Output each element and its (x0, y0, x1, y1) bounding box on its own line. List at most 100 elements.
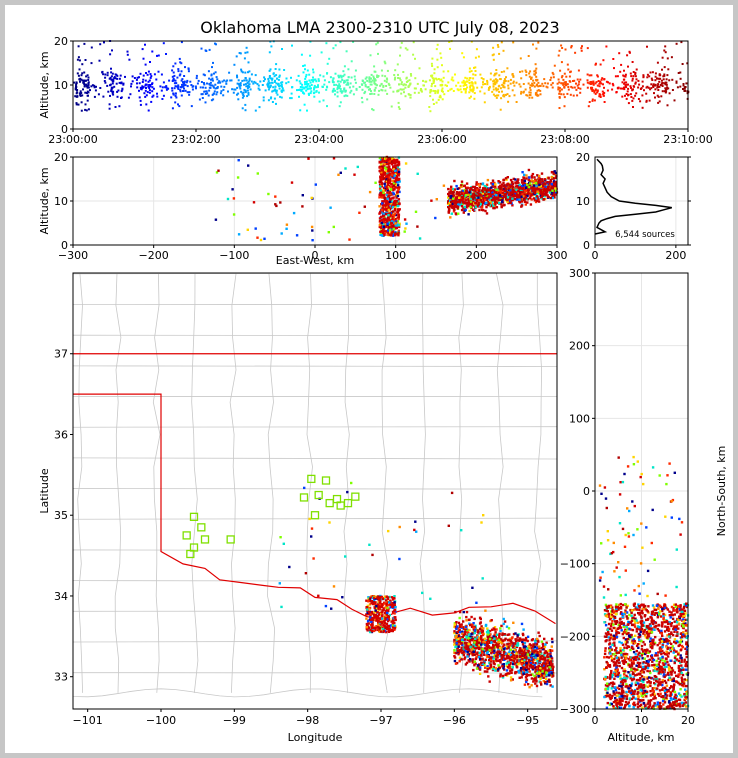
time-altitude-point (564, 48, 567, 51)
plan-view-point (488, 634, 491, 638)
eastwest-point (550, 183, 553, 186)
eastwest-point (391, 214, 395, 218)
time-altitude-point (637, 98, 640, 100)
eastwest-point (471, 200, 475, 204)
time-altitude-point (183, 75, 186, 77)
plan-view-point (508, 672, 511, 675)
time-altitude-point (539, 89, 542, 92)
time-altitude-point (394, 76, 397, 79)
time-altitude-point (313, 88, 315, 91)
eastwest-point (521, 171, 524, 174)
eastwest-point (542, 190, 545, 194)
county-line (73, 580, 557, 582)
time-altitude-point (149, 61, 151, 63)
time-altitude-point (592, 80, 595, 83)
time-altitude-point (222, 88, 225, 91)
time-altitude-point (402, 88, 405, 91)
eastwest-point (380, 193, 383, 197)
county-line (229, 273, 237, 693)
eastwest-point (485, 212, 489, 215)
time-altitude-point (267, 80, 270, 83)
time-altitude-point (269, 86, 272, 88)
time-altitude-point (305, 89, 308, 92)
time-altitude-point (131, 80, 134, 83)
plan-view-point (492, 643, 495, 647)
time-altitude-point (471, 88, 474, 91)
time-altitude-point (160, 73, 163, 76)
time-altitude-point (489, 72, 492, 75)
time-altitude-point (85, 85, 88, 88)
eastwest-point (471, 185, 475, 189)
time-altitude-point (278, 85, 281, 88)
plan-view-point (542, 672, 545, 676)
time-altitude-point (266, 83, 269, 86)
eastwest-point (518, 196, 521, 199)
county-line (73, 488, 557, 490)
time-altitude-point (173, 87, 176, 90)
time-altitude-point (384, 62, 387, 65)
plan-view-point (527, 683, 530, 686)
eastwest-point (449, 216, 452, 219)
eastwest-point (393, 202, 397, 205)
eastwest-point (534, 187, 537, 190)
eastwest-point (470, 193, 473, 196)
time-altitude-point (431, 77, 434, 80)
eastwest-point (380, 172, 383, 176)
eastwest-point (511, 190, 515, 194)
eastwest-point (495, 192, 499, 195)
plan-view-point (330, 607, 333, 610)
eastwest-point (538, 177, 541, 180)
time-altitude-point (482, 81, 484, 84)
time-altitude-point (469, 77, 472, 79)
time-altitude-point (599, 63, 602, 66)
plan-view-point (525, 680, 528, 684)
time-altitude-point (431, 65, 434, 67)
time-altitude-point (455, 84, 458, 87)
eastwest-point (451, 202, 455, 205)
time-altitude-point (430, 74, 433, 77)
eastwest-point (380, 219, 384, 222)
time-altitude-point (346, 82, 349, 85)
eastwest-point (301, 194, 304, 197)
eastwest-point (451, 206, 454, 209)
eastwest-point (536, 197, 539, 200)
time-altitude-point (326, 72, 328, 75)
plan-view-point (382, 616, 386, 619)
time-altitude-point (171, 80, 174, 82)
time-altitude-point (366, 79, 369, 82)
time-altitude-point (436, 58, 439, 61)
time-altitude-point (429, 110, 432, 113)
time-altitude-point (77, 45, 80, 48)
plan-view-point (481, 577, 484, 580)
time-altitude-point (338, 75, 341, 78)
time-altitude-point (194, 85, 197, 88)
plan-view-point (375, 614, 378, 618)
time-altitude-point (560, 61, 563, 64)
time-altitude-point (308, 93, 310, 96)
time-altitude-point (552, 76, 555, 79)
eastwest-point (332, 157, 336, 160)
time-altitude-point (269, 84, 272, 87)
eastwest-point (497, 187, 501, 191)
time-altitude-point (397, 106, 400, 109)
time-altitude-point (318, 91, 320, 94)
eastwest-point (396, 204, 399, 208)
eastwest-point (388, 172, 391, 176)
plan-view-point (391, 598, 395, 601)
time-altitude-point (104, 76, 107, 79)
eastwest-point (457, 200, 461, 204)
time-altitude-point (632, 106, 634, 108)
time-altitude-point (246, 51, 249, 54)
time-altitude-point (667, 68, 670, 71)
plan-view-point (365, 626, 368, 629)
time-altitude-point (375, 43, 378, 46)
time-altitude-point (341, 90, 344, 93)
time-altitude-point (77, 103, 80, 106)
eastwest-point (499, 189, 502, 192)
time-altitude-point (303, 92, 306, 95)
time-altitude-point (642, 75, 645, 78)
plan-view-point (548, 680, 551, 683)
eastwest-point (528, 197, 532, 200)
eastwest-point (530, 176, 534, 179)
time-altitude-point (138, 89, 140, 92)
